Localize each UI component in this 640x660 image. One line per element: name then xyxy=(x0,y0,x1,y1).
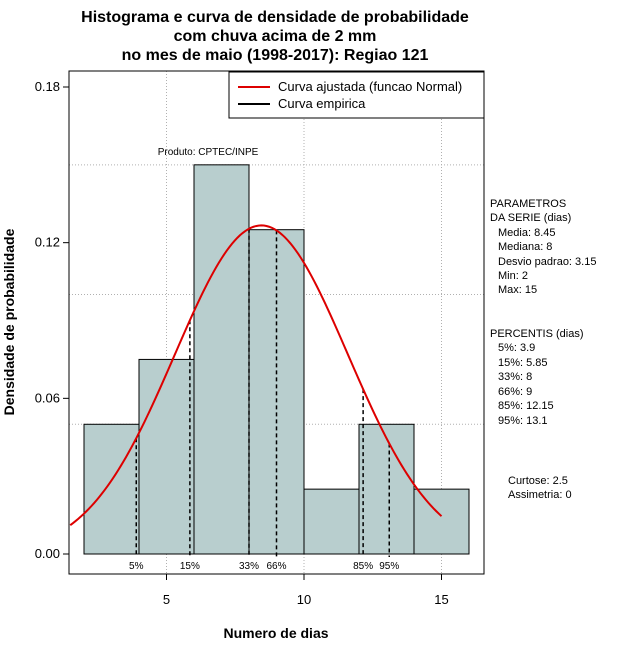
chart-title-line-2: com chuva acima de 2 mm xyxy=(174,28,377,45)
param-min: Min: 2 xyxy=(498,270,528,282)
param-max: Max: 15 xyxy=(498,284,537,296)
percentile-label: 66% xyxy=(266,561,286,572)
param-sd: Desvio padrao: 3.15 xyxy=(498,256,596,268)
histogram-bar xyxy=(193,164,250,555)
percentile-15: 15%: 5.85 xyxy=(498,357,548,369)
histogram-bar xyxy=(358,423,415,555)
legend-label-empirical: Curva empirica xyxy=(278,96,366,111)
histogram-bar xyxy=(303,488,360,555)
percentile-66: 66%: 9 xyxy=(498,386,532,398)
kurtosis-text: Curtose: 2.5 xyxy=(508,475,568,487)
percentile-33: 33%: 8 xyxy=(498,371,532,383)
x-tick-label: 15 xyxy=(434,592,448,607)
params-title-2: DA SERIE (dias) xyxy=(490,212,571,224)
legend: Curva ajustada (funcao Normal) Curva emp… xyxy=(228,71,485,119)
percentile-85: 85%: 12.15 xyxy=(498,400,554,412)
percentile-95: 95%: 13.1 xyxy=(498,415,548,427)
normal-fit-curve xyxy=(69,224,443,526)
x-tick-label: 10 xyxy=(297,592,311,607)
histogram-bar xyxy=(413,488,470,555)
y-tick-label: 0.06 xyxy=(35,390,60,405)
credit-text: Produto: CPTEC/INPE xyxy=(158,147,259,158)
percentile-label: 95% xyxy=(379,561,399,572)
x-axis-label: Numero de dias xyxy=(223,625,328,641)
chart-title-line-1: Histograma e curva de densidade de proba… xyxy=(81,9,469,26)
axes: 0.00 0.06 0.12 0.18 5 10 15 xyxy=(35,79,449,607)
chart-title-line-3: no mes de maio (1998-2017): Regiao 121 xyxy=(122,47,429,64)
percentiles-title: PERCENTIS (dias) xyxy=(490,328,584,340)
histogram-bar xyxy=(83,423,140,555)
percentile-label: 15% xyxy=(180,561,200,572)
histogram-bar xyxy=(138,358,195,555)
legend-label-fitted: Curva ajustada (funcao Normal) xyxy=(278,79,462,94)
legend-box xyxy=(228,71,485,119)
x-tick-label: 5 xyxy=(163,592,170,607)
plot-frame xyxy=(68,70,485,575)
series-parameters-panel: PARAMETROS DA SERIE (dias) Media: 8.45 M… xyxy=(490,198,596,501)
percentile-lines: 5% 15% 33% 66% 85% 95% xyxy=(129,228,399,572)
y-tick-label: 0.18 xyxy=(35,79,60,94)
skewness-text: Assimetria: 0 xyxy=(508,489,572,501)
param-median: Mediana: 8 xyxy=(498,241,552,253)
percentile-label: 85% xyxy=(353,561,373,572)
y-axis-label: Densidade de probabilidade xyxy=(1,228,17,415)
percentile-label: 33% xyxy=(239,561,259,572)
param-mean: Media: 8.45 xyxy=(498,227,555,239)
percentile-label: 5% xyxy=(129,561,144,572)
y-tick-label: 0.12 xyxy=(35,235,60,250)
params-title-1: PARAMETROS xyxy=(490,198,566,210)
percentile-5: 5%: 3.9 xyxy=(498,342,535,354)
y-tick-label: 0.00 xyxy=(35,546,60,561)
